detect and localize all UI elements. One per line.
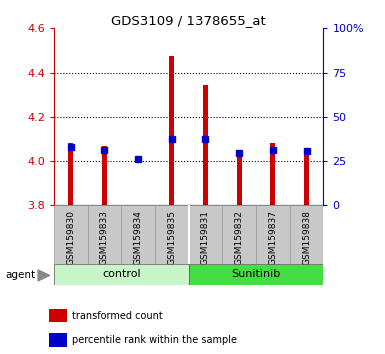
Text: GSM159833: GSM159833 (100, 210, 109, 265)
Bar (169, 56, 174, 205)
Text: transformed count: transformed count (72, 310, 163, 321)
Text: GSM159835: GSM159835 (167, 210, 176, 265)
Bar (102, 145, 107, 205)
Text: GSM159838: GSM159838 (302, 210, 311, 265)
Bar (136, 208, 141, 210)
Title: GDS3109 / 1378655_at: GDS3109 / 1378655_at (111, 14, 266, 27)
Bar (270, 143, 275, 205)
Bar (88, 205, 121, 264)
Bar (54, 205, 88, 264)
Bar (121, 205, 155, 264)
Polygon shape (38, 270, 50, 281)
Bar (49, 309, 67, 322)
Text: GSM159837: GSM159837 (268, 210, 277, 265)
Bar (304, 152, 309, 205)
Text: control: control (102, 269, 141, 279)
Bar (54, 264, 189, 285)
Text: percentile rank within the sample: percentile rank within the sample (72, 335, 238, 346)
Bar (203, 85, 208, 205)
Bar (256, 205, 290, 264)
Bar (223, 205, 256, 264)
Bar (68, 143, 73, 205)
Text: Sunitinib: Sunitinib (231, 269, 281, 279)
Text: GSM159832: GSM159832 (235, 210, 244, 265)
Bar (49, 333, 67, 347)
Bar (237, 157, 242, 205)
Text: GSM159831: GSM159831 (201, 210, 210, 265)
Text: agent: agent (6, 270, 36, 280)
Bar (290, 205, 323, 264)
Bar (189, 205, 223, 264)
Bar (155, 205, 189, 264)
Text: GSM159830: GSM159830 (66, 210, 75, 265)
Bar (189, 264, 323, 285)
Text: GSM159834: GSM159834 (134, 210, 142, 265)
